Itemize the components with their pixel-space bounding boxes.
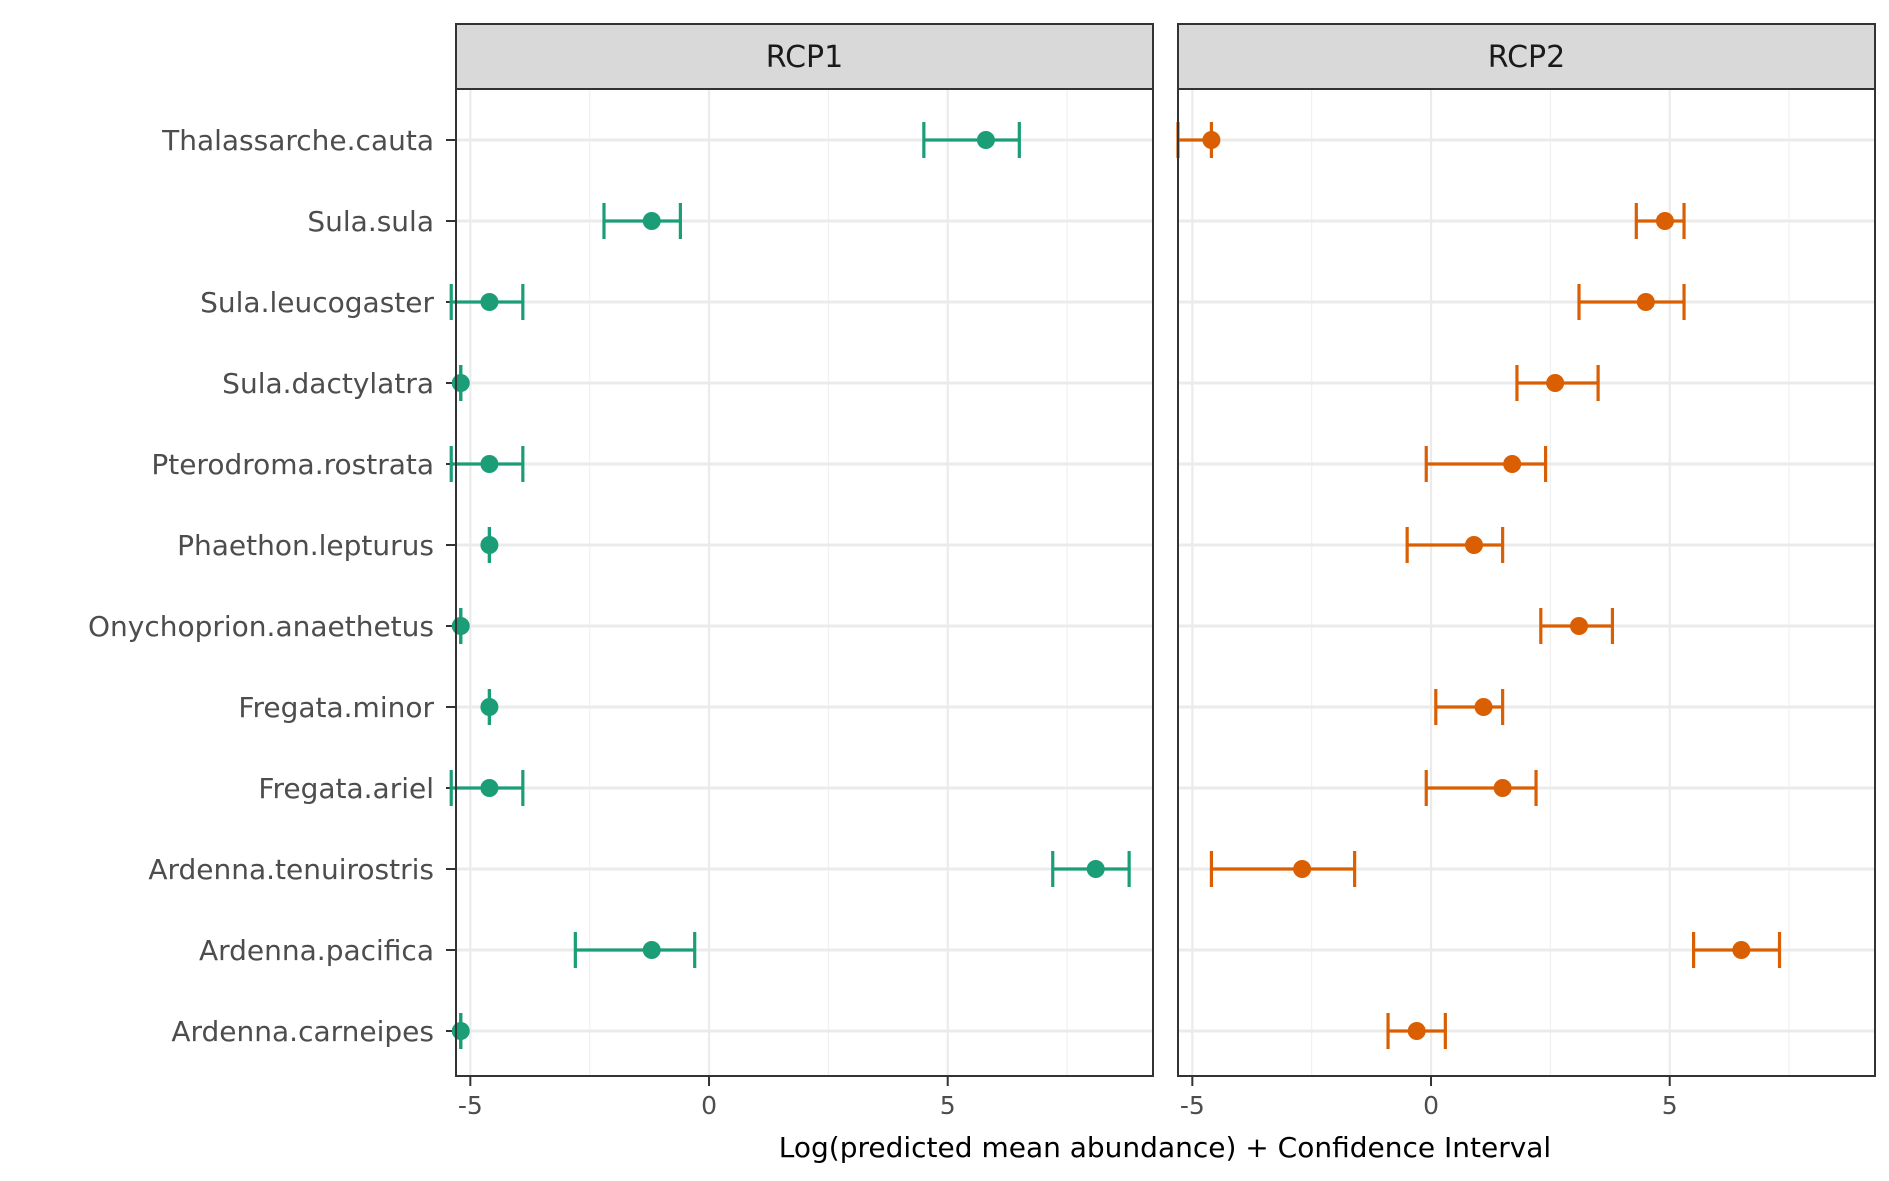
strip-rcp2: [1177, 23, 1876, 90]
plot-area-rcp1: -5 0 5: [449, 88, 1154, 1120]
y-axis-labels: Thalassarche.cauta Sula.sula Sula.leucogas…: [88, 124, 456, 1048]
y-tick-label: Fregata.minor: [238, 691, 434, 724]
estimate-point: [480, 293, 499, 311]
y-tick-label: Ardenna.pacifica: [199, 934, 434, 967]
panel-rcp2: RCP2 -5 0 5: [1176, 23, 1876, 1120]
x-tick-label: 0: [701, 1091, 717, 1120]
plot-background: [1178, 89, 1875, 1076]
estimate-point: [1636, 293, 1655, 311]
estimate-point: [1086, 860, 1105, 878]
estimate-point: [480, 698, 499, 716]
estimate-point: [480, 455, 499, 473]
estimate-point: [1570, 617, 1589, 635]
estimate-point: [480, 779, 499, 797]
estimate-point: [451, 617, 470, 635]
estimate-point: [1655, 212, 1674, 230]
strip-label-rcp1: RCP1: [766, 40, 843, 75]
x-tick-label: -5: [1180, 1091, 1205, 1120]
estimate-point: [1732, 941, 1751, 959]
y-tick-label: Ardenna.tenuirostris: [148, 853, 434, 886]
estimate-point: [451, 374, 470, 392]
panel-border: [455, 88, 1154, 1077]
panel-border: [1177, 88, 1876, 1077]
y-tick-label: Pterodroma.rostrata: [151, 448, 434, 481]
estimate-point: [1503, 455, 1522, 473]
estimate-point: [976, 131, 995, 149]
x-tick-label: 5: [940, 1091, 956, 1120]
plot-background: [456, 89, 1153, 1076]
estimate-point: [480, 536, 499, 554]
estimate-point: [1493, 779, 1512, 797]
y-tick-label: Fregata.ariel: [258, 772, 434, 805]
estimate-point: [1202, 131, 1221, 149]
y-tick-label: Sula.sula: [307, 205, 434, 238]
estimate-point: [451, 1022, 470, 1040]
y-tick-label: Ardenna.carneipes: [171, 1015, 434, 1048]
x-tick-label: 0: [1423, 1091, 1439, 1120]
strip-rcp1: [455, 23, 1154, 90]
y-tick-label: Phaethon.lepturus: [177, 529, 434, 562]
x-tick-label: -5: [458, 1091, 483, 1120]
y-tick-label: Onychoprion.anaethetus: [88, 610, 434, 643]
estimate-point: [642, 941, 661, 959]
estimate-point: [642, 212, 661, 230]
estimate-point: [1546, 374, 1565, 392]
estimate-point: [1407, 1022, 1426, 1040]
plot-area-rcp2: -5 0 5: [1176, 88, 1876, 1120]
x-axis-title: Log(predicted mean abundance) + Confiden…: [779, 1131, 1551, 1164]
panel-rcp1: RCP1 -5 0 5: [449, 23, 1154, 1120]
estimate-point: [1293, 860, 1312, 878]
y-tick-label: Sula.dactylatra: [222, 367, 434, 400]
estimate-point: [1474, 698, 1493, 716]
x-tick-label: 5: [1662, 1091, 1678, 1120]
estimate-point: [1464, 536, 1483, 554]
strip-label-rcp2: RCP2: [1488, 40, 1565, 75]
y-tick-label: Sula.leucogaster: [200, 286, 434, 319]
y-tick-label: Thalassarche.cauta: [161, 124, 434, 157]
